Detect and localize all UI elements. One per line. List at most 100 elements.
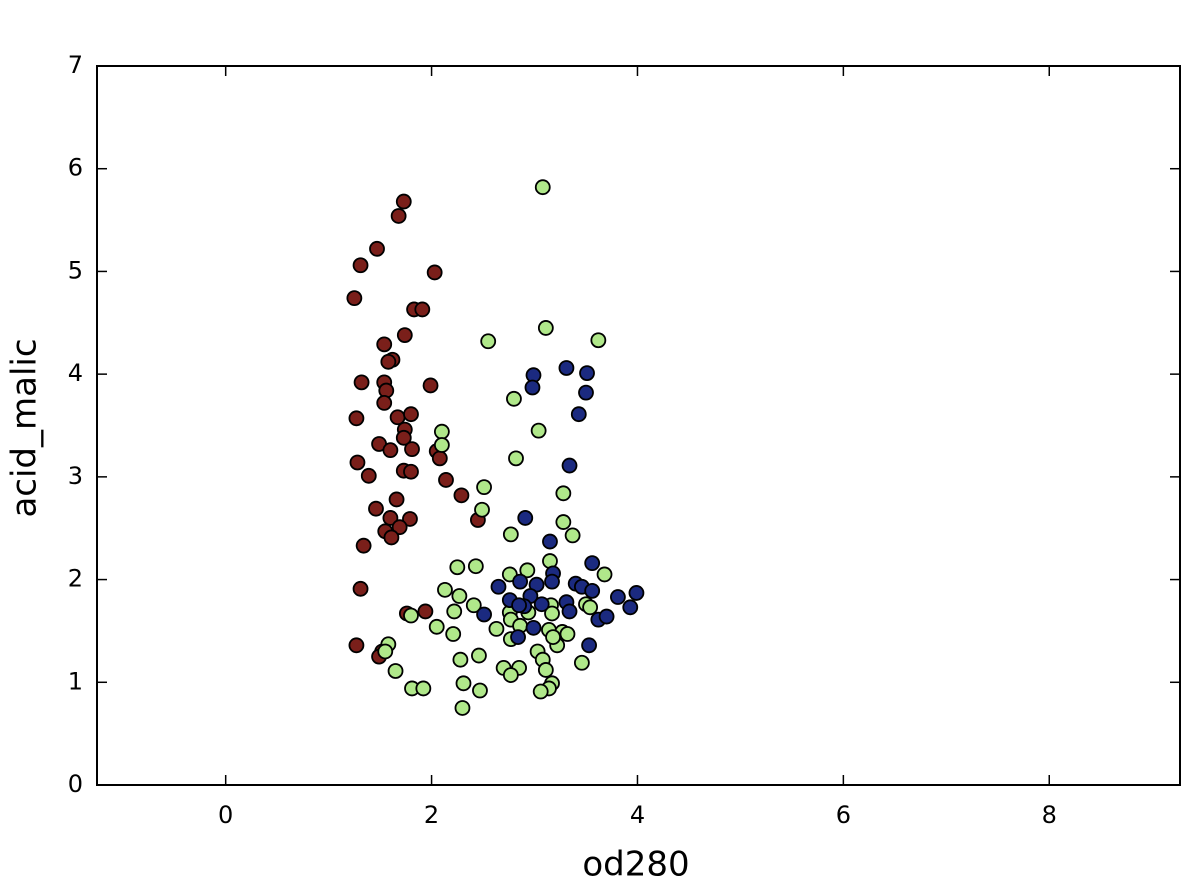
point — [530, 422, 547, 439]
point — [403, 406, 419, 423]
point — [480, 333, 497, 350]
point — [403, 607, 419, 624]
point — [391, 519, 408, 536]
point — [517, 510, 534, 526]
point — [414, 301, 431, 318]
point — [628, 585, 645, 601]
point — [348, 637, 365, 654]
point — [353, 374, 370, 391]
point — [403, 463, 419, 480]
point — [433, 423, 450, 440]
point — [533, 596, 550, 613]
y-tick-label: 1 — [68, 667, 83, 695]
point — [490, 578, 507, 595]
point — [352, 580, 369, 597]
point — [415, 680, 432, 697]
x-axis-label: od280 — [582, 845, 689, 885]
point — [428, 618, 445, 635]
point — [376, 395, 393, 411]
point — [573, 654, 590, 671]
point — [622, 599, 639, 616]
point — [380, 353, 397, 370]
point — [534, 179, 551, 196]
point — [382, 442, 399, 459]
point — [396, 327, 413, 344]
point — [512, 573, 529, 590]
point — [584, 555, 601, 572]
point — [561, 457, 578, 474]
point — [542, 533, 558, 550]
point — [422, 377, 439, 394]
point — [382, 510, 399, 526]
point — [537, 320, 554, 336]
point — [452, 651, 469, 668]
point — [369, 240, 385, 257]
point — [519, 562, 536, 579]
point — [502, 667, 519, 683]
y-tick-label: 7 — [68, 51, 83, 79]
point — [387, 663, 404, 679]
point — [488, 620, 505, 637]
point — [355, 537, 372, 554]
point — [437, 581, 453, 598]
point — [564, 527, 581, 544]
point — [360, 467, 377, 484]
point — [559, 626, 576, 642]
y-tick-label: 5 — [68, 256, 83, 284]
point — [476, 479, 492, 496]
point — [445, 626, 462, 642]
y-tick-label: 4 — [68, 359, 83, 387]
point — [590, 332, 607, 349]
point — [467, 558, 484, 575]
point — [404, 441, 420, 458]
x-tick-label: 8 — [1042, 801, 1057, 829]
point — [578, 384, 594, 401]
y-tick-label: 6 — [68, 154, 83, 182]
point — [352, 257, 369, 274]
point — [390, 208, 407, 224]
point — [395, 429, 412, 446]
point — [582, 599, 599, 616]
point — [502, 526, 519, 543]
point — [471, 647, 487, 664]
point — [455, 675, 472, 692]
point — [368, 500, 384, 517]
x-tick-label: 2 — [424, 801, 439, 829]
point — [510, 629, 526, 645]
point — [402, 511, 418, 527]
point — [431, 450, 448, 467]
point — [544, 573, 560, 590]
point — [555, 514, 572, 530]
point — [506, 390, 522, 407]
point — [395, 193, 412, 210]
point — [558, 360, 575, 376]
point — [584, 582, 601, 599]
point — [346, 290, 363, 307]
point — [377, 643, 394, 660]
point — [451, 588, 468, 604]
point — [388, 491, 405, 508]
point — [472, 682, 488, 699]
point — [376, 336, 393, 353]
point — [525, 619, 542, 636]
point — [561, 603, 578, 620]
x-tick-label: 0 — [218, 801, 233, 829]
plot-area — [96, 65, 1181, 786]
point — [449, 559, 466, 576]
point — [465, 597, 482, 614]
x-tick-label: 6 — [836, 801, 851, 829]
x-tick-label: 4 — [630, 801, 645, 829]
point — [438, 472, 454, 488]
point — [581, 637, 597, 654]
point — [555, 485, 572, 502]
point — [579, 365, 595, 382]
point — [544, 605, 560, 622]
point — [348, 410, 365, 427]
point — [537, 662, 554, 678]
point — [508, 450, 524, 467]
point — [524, 379, 541, 396]
point — [433, 437, 450, 453]
point — [426, 264, 443, 281]
point — [545, 629, 561, 645]
